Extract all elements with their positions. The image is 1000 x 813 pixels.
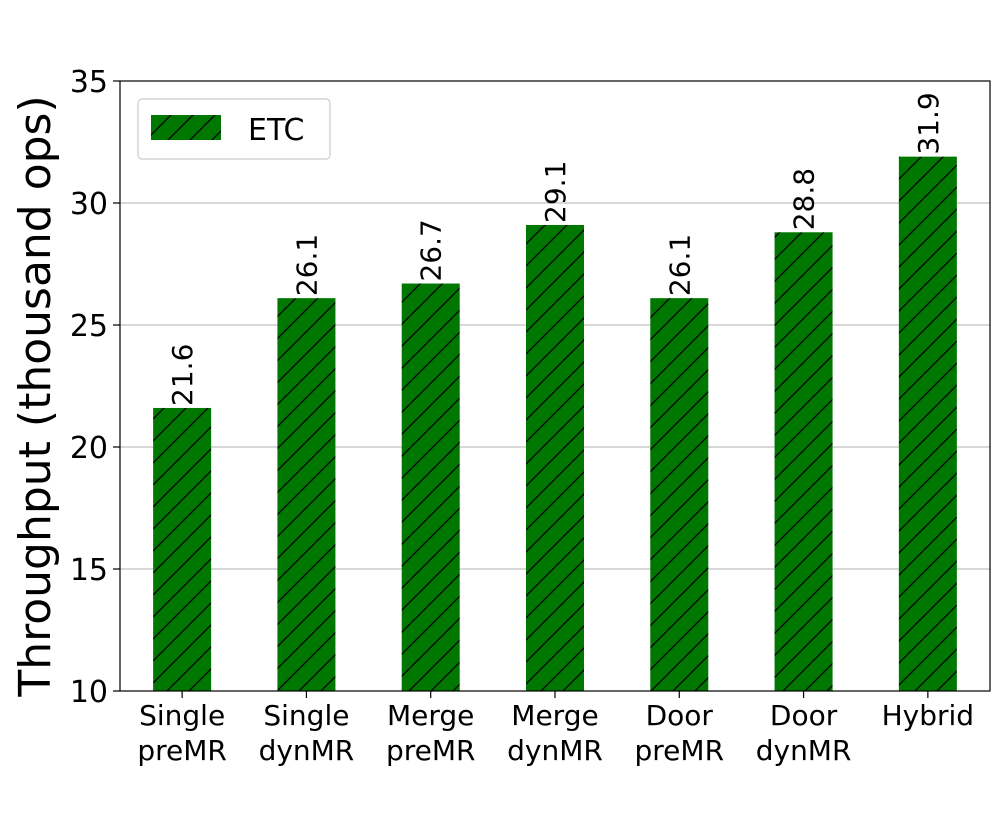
data-label: 31.9 [912,92,945,154]
bar [898,156,957,691]
bar [277,298,336,691]
bar [401,283,460,691]
y-tick-label: 25 [70,309,108,344]
x-tick-label: Merge dynMR [507,699,603,767]
data-label: 26.1 [290,234,323,296]
data-labels: 21.6 26.1 26.7 29.1 26.1 28.8 31.9 [166,92,945,406]
bar [526,224,584,691]
y-tick-label: 15 [70,553,108,588]
data-label: 29.1 [539,161,572,223]
x-tick-label: Single preMR [137,699,227,767]
x-axis-ticks: Single preMR Single dynMR Merge preMR Merge dyn… [137,691,974,767]
legend-swatch-etc [151,115,221,140]
y-tick-label: 10 [70,675,108,710]
legend: ETC [137,98,331,160]
data-label: 26.7 [415,219,448,281]
bar [650,298,709,691]
x-tick-label: Door dynMR [756,699,852,767]
x-tick-label: Single dynMR [259,699,355,767]
bar [153,407,212,691]
data-label: 28.8 [788,168,821,230]
bar [774,232,833,691]
legend-box [137,98,331,160]
y-axis-title: Throughput (thousand ops) [10,95,61,697]
x-tick-label: Door preMR [635,699,725,767]
bars [153,156,957,691]
legend-label-etc: ETC [248,113,304,148]
data-label: 26.1 [663,234,696,296]
y-tick-label: 35 [70,65,108,100]
x-tick-label: Merge preMR [386,699,476,767]
y-tick-label: 20 [70,431,108,466]
y-axis-ticks: 10 15 20 25 30 35 [70,65,120,710]
y-tick-label: 30 [70,187,108,222]
x-tick-label: Hybrid [882,699,974,732]
data-label: 21.6 [166,344,199,406]
